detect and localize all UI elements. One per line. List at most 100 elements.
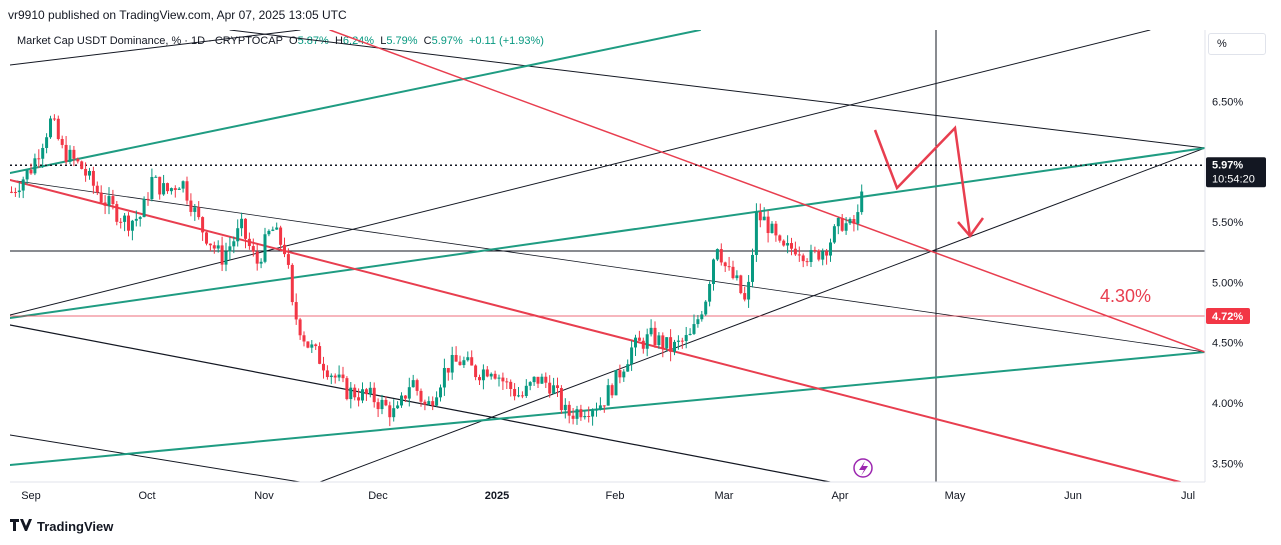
- trend-line-black-lower: [10, 324, 831, 482]
- candle-body: [493, 373, 497, 379]
- candle-body: [392, 408, 396, 418]
- candle-body: [123, 215, 127, 222]
- candle-body: [88, 170, 91, 176]
- candle-body: [298, 319, 302, 336]
- candle-body: [388, 405, 392, 418]
- candle-body: [56, 118, 60, 140]
- candle-body: [41, 147, 45, 159]
- candle-body: [641, 340, 645, 349]
- candle-body: [267, 230, 271, 235]
- candle-body: [610, 385, 614, 396]
- level-price-label: 4.72%: [1212, 311, 1243, 323]
- candle-body: [583, 415, 587, 418]
- open-value: 5.87%: [297, 35, 329, 47]
- candle-body: [844, 223, 848, 231]
- current-price-label: 5.97%: [1212, 159, 1243, 171]
- trend-line-red-descending: [329, 30, 1205, 353]
- candle-body: [743, 293, 747, 300]
- candle-body: [310, 344, 314, 348]
- trend-line-black-resistance: [229, 30, 1205, 149]
- candle-body: [524, 385, 528, 396]
- y-tick-label: 5.00%: [1212, 277, 1243, 289]
- candle-body: [559, 388, 563, 411]
- candle-body: [836, 218, 840, 227]
- candle-body: [696, 319, 700, 325]
- candle-body: [60, 139, 64, 145]
- candle-body: [614, 370, 618, 396]
- candle-body: [349, 387, 353, 400]
- candle-body: [294, 302, 298, 320]
- x-tick-label: Jul: [1181, 490, 1195, 502]
- candle-body: [95, 185, 99, 193]
- y-tick-label: 4.50%: [1212, 338, 1243, 350]
- candle-body: [657, 335, 661, 346]
- candle-body: [665, 337, 669, 349]
- change-value: +0.11 (+1.93%): [468, 35, 544, 47]
- candle-body: [142, 198, 146, 218]
- candle-body: [84, 168, 88, 176]
- candle-body: [162, 183, 166, 195]
- candle-body: [708, 284, 712, 302]
- candle-body: [419, 390, 423, 402]
- candle-body: [618, 370, 622, 378]
- x-tick-label: May: [945, 490, 966, 502]
- x-tick-label: Sep: [21, 490, 41, 502]
- candle-body: [403, 395, 407, 399]
- candle-body: [778, 235, 782, 241]
- trend-line-green-top: [10, 30, 701, 174]
- high-label: H: [334, 35, 343, 47]
- candle-body: [552, 385, 556, 394]
- candle-body: [731, 266, 735, 279]
- candle-body: [345, 378, 349, 400]
- candle-body: [470, 357, 474, 366]
- candle-body: [821, 251, 825, 260]
- candle-body: [169, 188, 173, 192]
- candle-body: [208, 243, 212, 246]
- candle-body: [68, 149, 72, 162]
- candle-body: [532, 376, 536, 383]
- candle-body: [505, 381, 509, 383]
- candle-body: [450, 354, 454, 373]
- close-label: C: [423, 35, 432, 47]
- y-tick-label: 4.00%: [1212, 398, 1243, 410]
- candle-body: [719, 249, 723, 263]
- candle-body: [579, 409, 583, 418]
- candle-body: [244, 218, 247, 239]
- candle-body: [571, 415, 575, 419]
- candle-body: [279, 227, 283, 245]
- candle-body: [591, 410, 595, 417]
- trend-line-black-mid: [10, 179, 1205, 353]
- candle-body: [852, 219, 856, 224]
- candle-body: [684, 335, 688, 342]
- candle-body: [489, 373, 493, 377]
- candle-body: [341, 374, 345, 379]
- candle-body: [134, 218, 138, 221]
- y-tick-label: 6.50%: [1212, 96, 1243, 108]
- candle-body: [723, 262, 727, 267]
- candle-body: [322, 363, 325, 371]
- lightning-icon[interactable]: [853, 458, 873, 478]
- trend-line-black-bottom: [10, 434, 301, 482]
- y-tick-label: 5.50%: [1212, 217, 1243, 229]
- candle-body: [466, 357, 470, 361]
- candle-body: [314, 344, 318, 347]
- candle-body: [556, 385, 559, 389]
- candle-body: [462, 360, 466, 366]
- candle-body: [536, 376, 540, 384]
- candle-body: [435, 397, 439, 406]
- candle-body: [478, 377, 481, 381]
- candle-body: [76, 158, 80, 162]
- candle-body: [185, 181, 189, 201]
- trend-line-red-channel: [10, 179, 1181, 482]
- candle-body: [528, 382, 532, 386]
- scale-mode-button[interactable]: %: [1208, 33, 1266, 55]
- candle-body: [17, 190, 21, 193]
- candle-body: [797, 254, 801, 256]
- lightning-bolt: [859, 461, 868, 476]
- candle-body: [634, 337, 637, 348]
- candle-body: [485, 369, 489, 377]
- candle-body: [325, 370, 329, 378]
- candle-body: [103, 202, 107, 206]
- symbol-legend: Market Cap USDT Dominance, % · 1D · CRYP…: [17, 35, 544, 47]
